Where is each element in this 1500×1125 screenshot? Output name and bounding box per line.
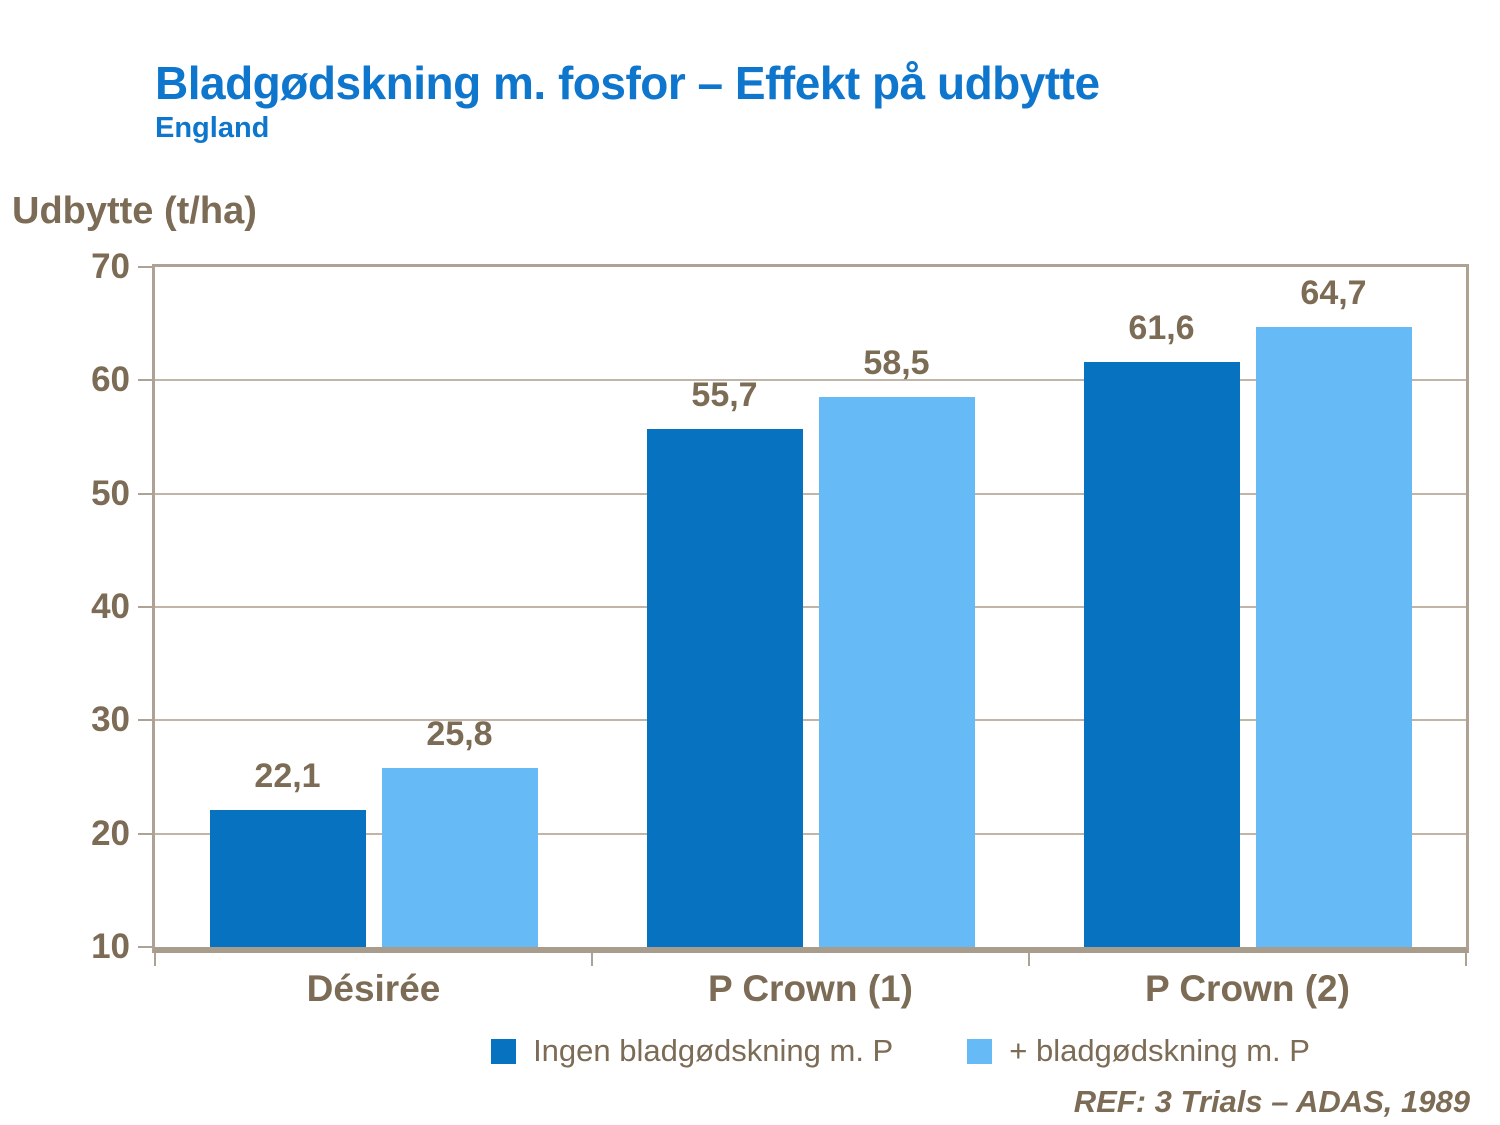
y-tick-mark: [138, 832, 152, 835]
bar: [1083, 362, 1240, 947]
bar: [381, 767, 538, 947]
bar: [818, 397, 975, 947]
y-tick-mark: [138, 606, 152, 608]
plot-area: 22,1 25,8 55,7 58,5 61,6 64,7: [152, 264, 1469, 953]
gridline: [155, 832, 1466, 835]
legend-color-swatch: [491, 1038, 517, 1064]
bar: [646, 429, 803, 947]
y-tick-label: 30: [91, 700, 130, 740]
bar-value-label: 58,5: [863, 344, 930, 383]
y-tick-mark: [138, 719, 152, 722]
bar-value-label: 25,8: [426, 714, 493, 753]
gridline: [155, 379, 1466, 382]
bar-value-label: 61,6: [1128, 309, 1195, 348]
chart-title: Bladgødskning m. fosfor – Effekt på udby…: [155, 57, 1100, 109]
y-tick-mark: [138, 266, 152, 268]
y-tick-mark: [138, 379, 152, 382]
y-tick-label: 60: [91, 360, 130, 400]
x-tick-mark: [591, 953, 593, 966]
bar-value-label: 22,1: [254, 756, 321, 795]
x-category-label: Désirée: [306, 968, 441, 1009]
x-category-label: P Crown (2): [1145, 968, 1350, 1009]
legend-item: + bladgødskning m. P: [967, 1033, 1310, 1069]
gridline: [155, 719, 1466, 722]
y-tick-mark: [138, 946, 152, 948]
chart-subtitle: England: [155, 112, 270, 144]
y-tick-label: 70: [91, 247, 130, 286]
legend-item: Ingen bladgødskning m. P: [491, 1033, 893, 1069]
legend-color-swatch: [967, 1038, 993, 1064]
reference-note: REF: 3 Trials – ADAS, 1989: [1073, 1084, 1470, 1119]
x-category-labels: Désirée P Crown (1) P Crown (2): [155, 968, 1466, 1010]
y-axis-title: Udbytte (t/ha): [12, 190, 257, 232]
legend-label: Ingen bladgødskning m. P: [533, 1033, 894, 1068]
gridline: [155, 606, 1466, 608]
x-tick-mark: [1028, 953, 1030, 966]
x-category-label: P Crown (1): [708, 968, 913, 1009]
bar-value-label: 64,7: [1300, 274, 1367, 313]
y-tick-label: 20: [91, 813, 130, 853]
gridline: [155, 492, 1466, 495]
bar: [1255, 327, 1412, 947]
y-tick-label: 40: [91, 587, 130, 626]
bar: [209, 809, 366, 947]
y-tick-mark: [138, 492, 152, 495]
legend-label: + bladgødskning m. P: [1009, 1033, 1310, 1068]
legend: Ingen bladgødskning m. P + bladgødskning …: [242, 1033, 1500, 1069]
x-tick-mark: [154, 953, 156, 966]
y-tick-label: 50: [91, 473, 130, 513]
y-tick-label: 10: [91, 927, 130, 966]
bar-value-label: 55,7: [691, 376, 758, 415]
x-tick-mark: [1465, 953, 1467, 966]
